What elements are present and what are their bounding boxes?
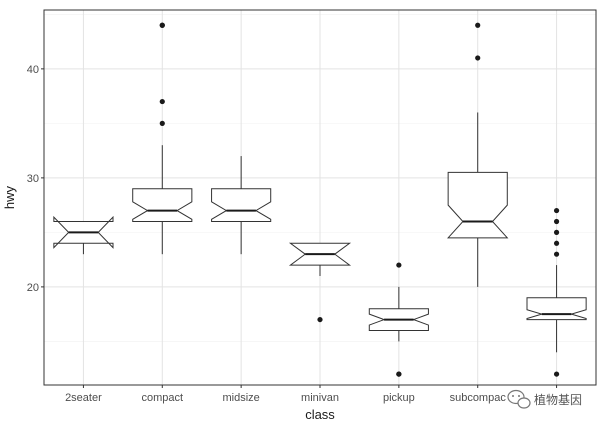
outlier-point — [317, 317, 322, 322]
outlier-point — [554, 208, 559, 213]
y-tick-label: 40 — [27, 64, 39, 76]
x-tick-label: midsize — [222, 392, 259, 404]
notched-box — [527, 298, 586, 320]
outlier-point — [554, 371, 559, 376]
notched-box — [212, 189, 271, 222]
outlier-point — [160, 99, 165, 104]
outlier-point — [396, 262, 401, 267]
x-tick-label: 2seater — [65, 392, 102, 404]
outlier-point — [160, 23, 165, 28]
outlier-point — [475, 23, 480, 28]
x-tick-label: compact — [141, 392, 183, 404]
watermark-text: 植物基因 — [534, 392, 582, 407]
y-tick-label: 30 — [27, 173, 39, 185]
notched-box — [448, 172, 507, 237]
x-tick-label: subcompac — [450, 392, 507, 404]
outlier-point — [396, 371, 401, 376]
outlier-point — [554, 252, 559, 257]
outlier-point — [475, 55, 480, 60]
outlier-point — [554, 241, 559, 246]
x-tick-label: minivan — [301, 392, 339, 404]
outlier-point — [554, 230, 559, 235]
x-tick-label: pickup — [383, 392, 415, 404]
outlier-point — [160, 121, 165, 126]
outlier-point — [554, 219, 559, 224]
y-tick-label: 20 — [27, 282, 39, 294]
x-axis-title: class — [305, 407, 335, 422]
y-axis-title: hwy — [2, 185, 17, 209]
notched-box — [133, 189, 192, 222]
